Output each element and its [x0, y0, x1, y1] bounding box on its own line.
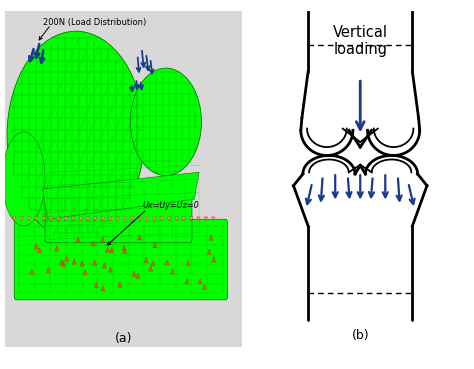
- Polygon shape: [57, 217, 60, 221]
- Polygon shape: [27, 217, 31, 221]
- Polygon shape: [106, 247, 109, 252]
- Polygon shape: [94, 217, 97, 221]
- Polygon shape: [130, 217, 134, 221]
- Polygon shape: [20, 217, 23, 221]
- Ellipse shape: [7, 31, 145, 239]
- Polygon shape: [153, 217, 156, 221]
- Polygon shape: [160, 217, 164, 221]
- Text: Ux=Uy=Uz=0: Ux=Uy=Uz=0: [142, 200, 199, 210]
- Polygon shape: [167, 217, 171, 221]
- Polygon shape: [138, 217, 141, 221]
- Polygon shape: [165, 260, 169, 265]
- Polygon shape: [137, 235, 141, 240]
- Polygon shape: [185, 279, 189, 284]
- Polygon shape: [209, 235, 213, 240]
- FancyBboxPatch shape: [45, 189, 192, 243]
- Polygon shape: [207, 249, 211, 254]
- Polygon shape: [30, 269, 34, 275]
- Polygon shape: [72, 259, 76, 264]
- Polygon shape: [35, 217, 38, 221]
- FancyBboxPatch shape: [14, 219, 228, 300]
- Text: Vertical
loading: Vertical loading: [333, 24, 388, 57]
- Polygon shape: [102, 263, 106, 268]
- Ellipse shape: [2, 132, 45, 226]
- Polygon shape: [42, 217, 46, 221]
- Polygon shape: [202, 284, 207, 290]
- Polygon shape: [122, 245, 126, 251]
- Polygon shape: [144, 258, 148, 263]
- Polygon shape: [46, 267, 50, 273]
- Polygon shape: [122, 248, 127, 254]
- Polygon shape: [123, 217, 127, 221]
- Polygon shape: [94, 282, 98, 287]
- Polygon shape: [49, 217, 53, 221]
- Polygon shape: [171, 269, 174, 274]
- Polygon shape: [37, 248, 41, 253]
- Polygon shape: [64, 256, 69, 262]
- Polygon shape: [43, 172, 199, 219]
- Polygon shape: [153, 242, 157, 248]
- Polygon shape: [92, 260, 97, 265]
- Polygon shape: [149, 266, 153, 271]
- Polygon shape: [109, 247, 114, 252]
- Polygon shape: [182, 217, 185, 221]
- Polygon shape: [12, 217, 16, 221]
- Polygon shape: [198, 279, 202, 284]
- Polygon shape: [151, 261, 155, 266]
- Polygon shape: [61, 262, 65, 267]
- Polygon shape: [80, 261, 84, 266]
- Polygon shape: [72, 217, 75, 221]
- Polygon shape: [186, 261, 190, 266]
- Polygon shape: [118, 282, 122, 287]
- Polygon shape: [190, 217, 193, 221]
- Polygon shape: [109, 267, 112, 272]
- Polygon shape: [101, 286, 105, 291]
- Polygon shape: [34, 244, 38, 249]
- Text: (a): (a): [115, 332, 132, 345]
- Polygon shape: [211, 217, 215, 221]
- Polygon shape: [79, 217, 82, 221]
- Polygon shape: [132, 271, 136, 276]
- Polygon shape: [136, 273, 140, 278]
- Polygon shape: [116, 217, 119, 221]
- Ellipse shape: [130, 68, 201, 176]
- Polygon shape: [212, 257, 216, 262]
- Polygon shape: [60, 259, 64, 265]
- Polygon shape: [64, 217, 67, 221]
- Text: 200N (Load Distribution): 200N (Load Distribution): [43, 18, 146, 27]
- Polygon shape: [204, 217, 208, 221]
- Polygon shape: [175, 217, 178, 221]
- Polygon shape: [55, 246, 59, 251]
- Polygon shape: [76, 237, 80, 242]
- Polygon shape: [86, 217, 90, 221]
- Polygon shape: [109, 217, 112, 221]
- Polygon shape: [100, 237, 105, 242]
- Polygon shape: [145, 217, 149, 221]
- Text: (b): (b): [351, 329, 369, 342]
- Polygon shape: [197, 217, 200, 221]
- Polygon shape: [83, 270, 87, 275]
- Polygon shape: [91, 241, 95, 246]
- Polygon shape: [101, 217, 104, 221]
